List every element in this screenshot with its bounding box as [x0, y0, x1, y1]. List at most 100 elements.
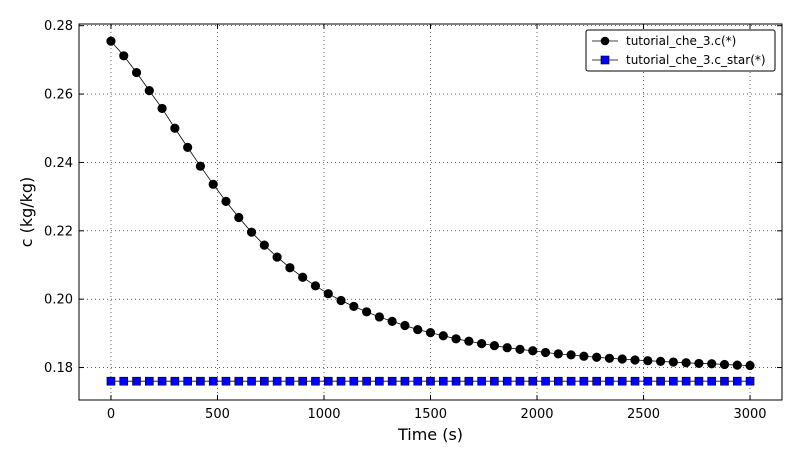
data-point: [413, 376, 423, 386]
data-point: [374, 312, 384, 322]
plot-series: [106, 36, 755, 386]
series-1: [106, 36, 755, 371]
data-point: [643, 376, 653, 386]
x-tick-label: 2000: [520, 407, 553, 422]
y-tick-label: 0.24: [44, 156, 73, 171]
legend-label: tutorial_che_3.c_star(*): [626, 53, 766, 67]
data-point: [183, 376, 192, 386]
data-point: [617, 354, 627, 364]
data-point: [451, 376, 461, 386]
data-point: [464, 336, 474, 346]
data-point: [234, 212, 244, 223]
legend-item: tutorial_che_3.c_star(*): [592, 53, 766, 67]
y-tick-label: 0.26: [44, 88, 73, 103]
data-point: [361, 307, 372, 317]
data-point: [464, 376, 474, 386]
data-point: [260, 376, 269, 386]
data-point: [732, 360, 742, 370]
data-point: [630, 376, 640, 386]
data-point: [413, 324, 423, 335]
x-tick-label: 500: [205, 407, 230, 422]
data-point: [490, 376, 499, 386]
data-point: [579, 351, 589, 361]
data-point: [234, 376, 244, 386]
y-tick-label: 0.18: [44, 361, 73, 376]
data-point: [681, 358, 691, 368]
grid-lines: [79, 24, 782, 400]
data-point: [438, 331, 448, 341]
data-point: [157, 103, 167, 114]
data-point: [272, 252, 282, 262]
data-point: [477, 339, 487, 349]
data-point: [170, 376, 180, 386]
data-point: [707, 359, 717, 369]
data-point: [669, 376, 678, 386]
data-point: [323, 376, 333, 386]
data-point: [221, 376, 231, 386]
data-point: [336, 376, 346, 386]
x-tick-label: 0: [107, 407, 115, 422]
data-point: [272, 376, 282, 386]
series-2: [106, 376, 755, 386]
data-point: [387, 376, 397, 386]
data-point: [502, 343, 512, 353]
data-point: [310, 281, 321, 291]
legend-box: [585, 29, 776, 72]
data-point: [131, 67, 142, 78]
data-point: [311, 376, 320, 386]
x-tick-label: 2500: [627, 407, 660, 422]
x-axis-title: Time (s): [397, 425, 463, 444]
data-point: [720, 376, 729, 386]
data-point: [566, 350, 576, 360]
data-point: [502, 376, 512, 386]
data-point: [183, 142, 193, 152]
data-point: [426, 376, 435, 386]
y-tick-label: 0.20: [44, 293, 73, 308]
data-point: [157, 376, 167, 386]
data-point: [298, 272, 308, 282]
data-point: [285, 376, 295, 386]
data-point: [285, 263, 295, 273]
data-point: [566, 376, 576, 386]
y-tick-label: 0.28: [44, 19, 73, 34]
data-point: [592, 376, 601, 386]
data-point: [541, 376, 550, 386]
data-point: [119, 51, 129, 61]
data-point: [630, 355, 640, 365]
data-point: [681, 376, 691, 386]
data-point: [656, 376, 665, 386]
data-point: [604, 353, 615, 363]
x-tick-label: 1000: [307, 407, 340, 422]
data-point: [540, 347, 551, 358]
data-point: [745, 376, 755, 386]
data-point: [425, 328, 436, 338]
data-point: [221, 196, 231, 207]
data-point: [553, 349, 563, 359]
x-tick-label: 1500: [414, 407, 447, 422]
data-point: [745, 360, 755, 371]
data-point: [349, 301, 359, 311]
data-point: [605, 376, 614, 386]
data-point: [349, 376, 359, 386]
axis-ticks: 0 500 1000 1500 2000 2500 3000 0.18 0.20 0.22 0.24…: [44, 19, 782, 422]
data-point: [528, 376, 538, 386]
data-point: [208, 376, 218, 386]
data-point: [579, 376, 589, 386]
data-point: [438, 376, 448, 386]
data-point: [106, 376, 116, 386]
data-point: [400, 320, 410, 331]
data-point: [668, 357, 678, 367]
data-point: [246, 227, 257, 237]
data-point: [554, 376, 563, 386]
data-point: [451, 334, 461, 344]
data-point: [592, 352, 602, 362]
data-point: [719, 359, 730, 370]
data-point: [259, 240, 269, 250]
data-point: [144, 86, 154, 96]
data-point: [655, 356, 666, 366]
data-point: [732, 376, 742, 386]
data-point: [336, 295, 346, 306]
legend: tutorial_che_3.c(*) tutorial_che_3.c_star…: [585, 29, 776, 72]
data-point: [617, 376, 627, 386]
data-point: [298, 376, 307, 386]
